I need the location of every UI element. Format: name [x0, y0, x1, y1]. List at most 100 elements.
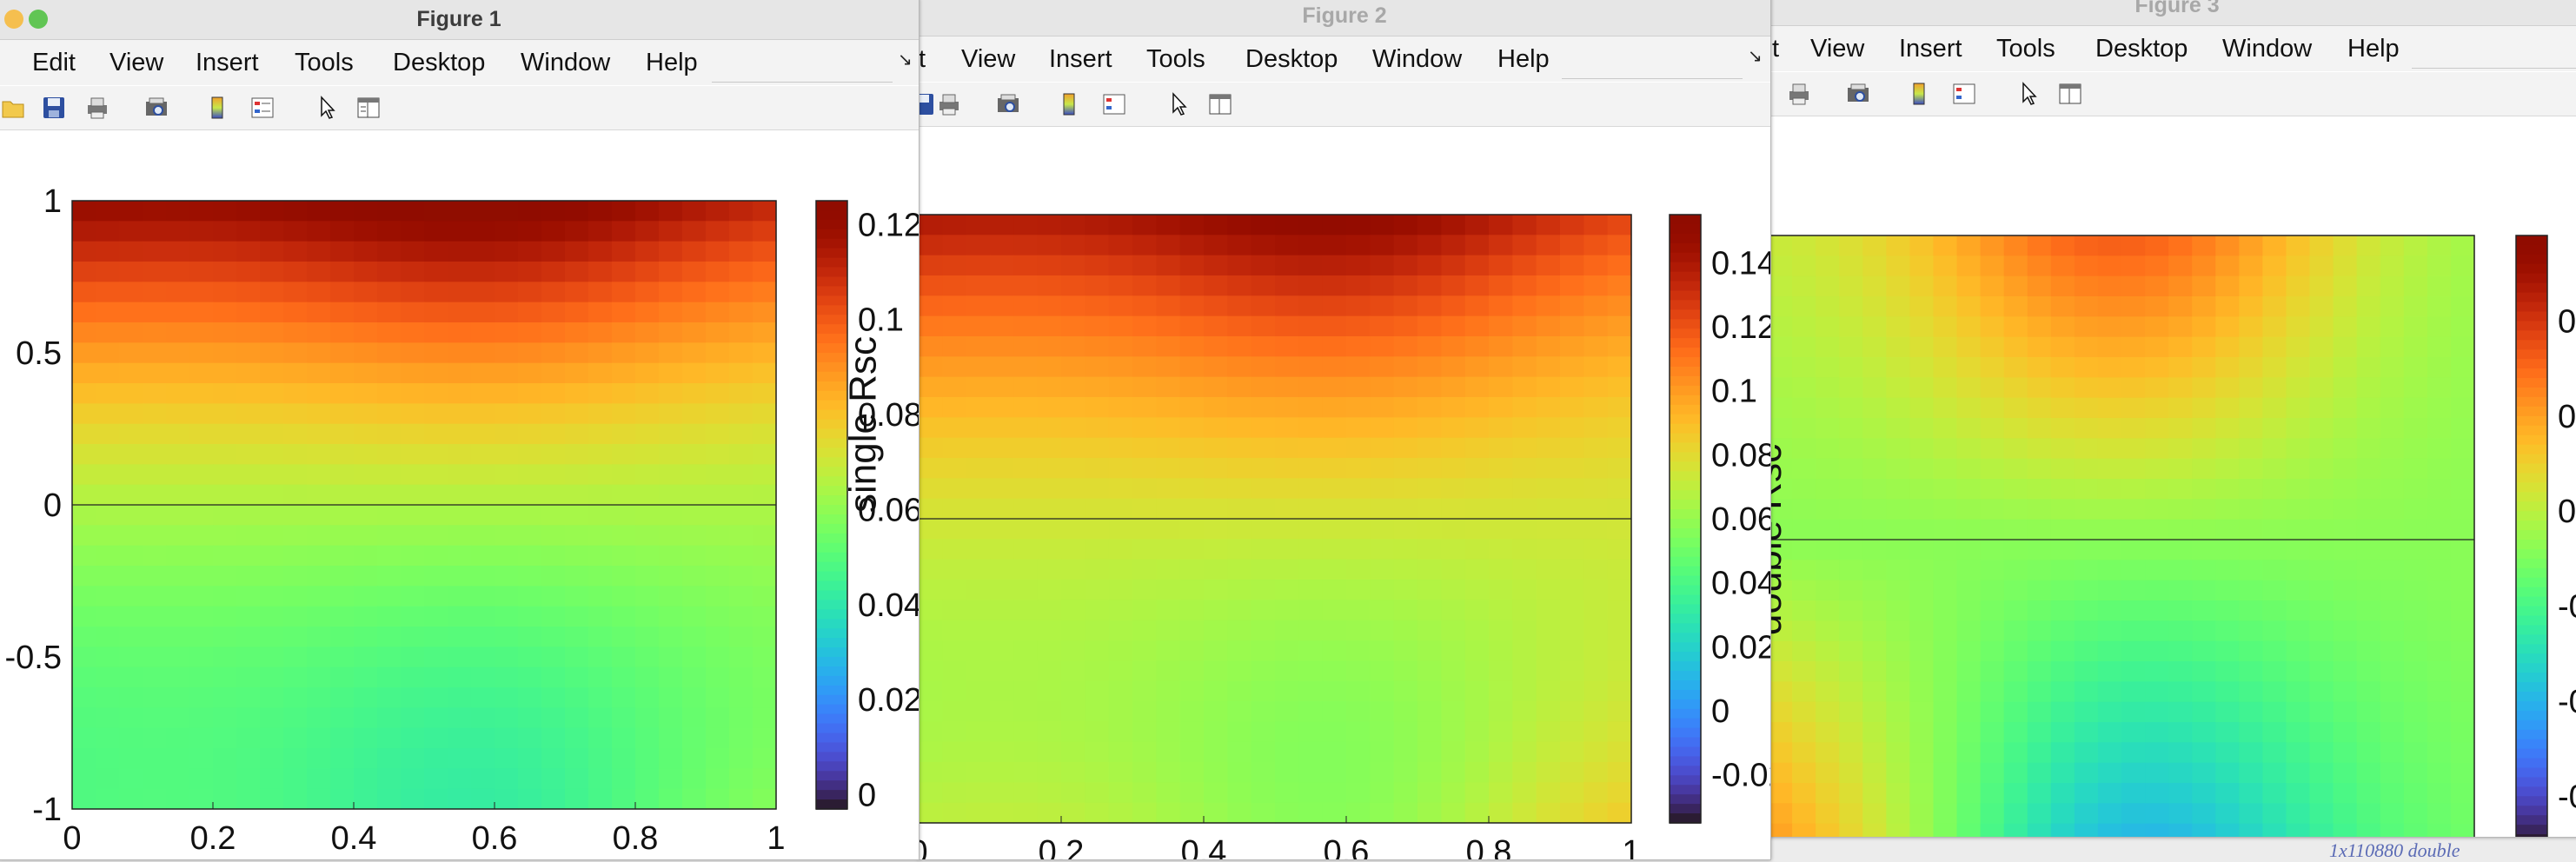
menu-window[interactable]: Window	[1372, 45, 1463, 73]
heatmap-cell	[518, 727, 542, 749]
open-icon[interactable]	[1, 95, 27, 121]
print-preview-icon[interactable]	[143, 95, 169, 121]
heatmap-cell	[1792, 783, 1816, 804]
heatmap-cell	[96, 241, 120, 262]
heatmap-cell	[1909, 255, 1935, 277]
heatmap-cell	[283, 545, 308, 567]
window-titlebar[interactable]: Figure 3	[1769, 0, 2576, 26]
heatmap-cell	[541, 748, 566, 769]
heatmap-cell	[2027, 458, 2052, 480]
menu-desktop[interactable]: Desktop	[2095, 35, 2188, 63]
print-preview-icon[interactable]	[995, 91, 1021, 117]
menu-edit[interactable]: t	[1772, 35, 1780, 63]
window-titlebar[interactable]: Figure 1	[0, 0, 919, 40]
colorbar-icon[interactable]	[204, 95, 230, 121]
heatmap-cell	[635, 362, 660, 384]
heatmap-cell	[990, 478, 1014, 500]
heatmap-cell	[2286, 438, 2311, 460]
menu-tools[interactable]: Tools	[295, 49, 354, 76]
heatmap-cell	[2074, 823, 2099, 837]
heatmap-cell	[260, 342, 284, 364]
menu-help[interactable]: Help	[1497, 45, 1550, 73]
heatmap-cell	[2168, 681, 2193, 703]
colorbar[interactable]	[815, 200, 848, 810]
menu-divider	[1562, 78, 1743, 79]
colorbar-icon[interactable]	[1056, 91, 1082, 117]
heatmap-cell	[1536, 478, 1561, 500]
heatmap-cell	[635, 566, 660, 587]
print-icon[interactable]	[936, 91, 962, 117]
legend-icon[interactable]	[1951, 81, 1977, 107]
heatmap-cell	[1607, 356, 1632, 378]
heatmap-cell	[1346, 215, 1371, 235]
heatmap-cell	[2286, 600, 2311, 621]
menu-tools[interactable]: Tools	[1996, 35, 2055, 63]
heatmap-cell	[942, 255, 967, 276]
figure-window-3[interactable]: Figure 3 t View Insert Tools Desktop Win…	[1768, 0, 2576, 838]
property-inspector-icon[interactable]	[1207, 91, 1233, 117]
save-icon[interactable]	[918, 91, 936, 117]
menu-edit[interactable]: Edit	[32, 49, 76, 76]
menu-insert[interactable]: Insert	[1899, 35, 1962, 63]
print-preview-icon[interactable]	[1845, 81, 1871, 107]
legend-icon[interactable]	[1101, 91, 1127, 117]
menu-window[interactable]: Window	[2222, 35, 2313, 63]
menu-tools[interactable]: Tools	[1146, 45, 1205, 73]
menu-window[interactable]: Window	[521, 49, 611, 76]
window-titlebar[interactable]: Figure 2	[919, 0, 1770, 36]
heatmap-cell	[236, 383, 261, 404]
heatmap-cell	[1085, 600, 1110, 621]
heatmap-cell	[1839, 235, 1863, 256]
menu-view[interactable]: View	[1810, 35, 1865, 63]
figure-window-1[interactable]: Figure 1 Edit View Insert Tools Desktop …	[0, 0, 920, 860]
colorbar[interactable]	[2515, 235, 2548, 837]
dock-arrow-icon[interactable]: ↘	[898, 50, 913, 70]
menu-insert[interactable]: Insert	[196, 49, 259, 76]
menu-help[interactable]: Help	[646, 49, 698, 76]
menu-view[interactable]: View	[110, 49, 164, 76]
heatmap-cell	[612, 241, 636, 262]
menu-insert[interactable]: Insert	[1049, 45, 1112, 73]
heatmap-cell	[1156, 741, 1181, 763]
heatmap-cell	[283, 444, 308, 465]
heatmap-cell	[1393, 782, 1418, 804]
colorbar-tick-label: 0.02	[1711, 629, 1770, 666]
heatmap-cell	[2215, 580, 2240, 601]
menu-view[interactable]: View	[961, 45, 1016, 73]
heatmap-cell	[1909, 479, 1935, 500]
colorbar[interactable]	[1669, 214, 1702, 824]
figure-window-2[interactable]: Figure 2 t View Insert Tools Desktop Win…	[918, 0, 1771, 860]
heatmap-cell	[1769, 540, 1793, 560]
print-icon[interactable]	[1786, 81, 1812, 107]
heatmap-cell	[189, 687, 214, 708]
heatmap-cell	[283, 505, 308, 526]
heatmap-cell	[2027, 620, 2052, 642]
pointer-icon[interactable]	[2015, 81, 2042, 107]
heatmap-cell	[1441, 802, 1466, 824]
heatmap-cell	[2168, 418, 2193, 439]
print-icon[interactable]	[84, 95, 110, 121]
pointer-icon[interactable]	[314, 95, 340, 121]
property-inspector-icon[interactable]	[355, 95, 382, 121]
heatmap-cell	[1061, 519, 1086, 540]
colorbar-icon[interactable]	[1906, 81, 1932, 107]
heatmap-cell	[96, 342, 120, 364]
menu-desktop[interactable]: Desktop	[393, 49, 486, 76]
pointer-icon[interactable]	[1165, 91, 1192, 117]
legend-icon[interactable]	[249, 95, 276, 121]
heatmap-cell	[1251, 802, 1276, 824]
menu-desktop[interactable]: Desktop	[1245, 45, 1338, 73]
heatmap-cell	[2074, 783, 2099, 804]
minimize-button[interactable]	[4, 10, 23, 29]
heatmap-cell	[588, 423, 613, 445]
menu-edit[interactable]: t	[919, 45, 926, 73]
property-inspector-icon[interactable]	[2057, 81, 2083, 107]
heatmap-cell	[1179, 437, 1205, 459]
zoom-button[interactable]	[29, 10, 48, 29]
dock-arrow-icon[interactable]: ↘	[1748, 47, 1763, 66]
save-icon[interactable]	[41, 95, 67, 121]
figure-1-colorbar-label-overlay: single Rsc	[841, 336, 885, 513]
heatmap-cell	[1037, 782, 1062, 804]
menu-help[interactable]: Help	[2347, 35, 2400, 63]
heatmap-cell	[588, 748, 613, 769]
